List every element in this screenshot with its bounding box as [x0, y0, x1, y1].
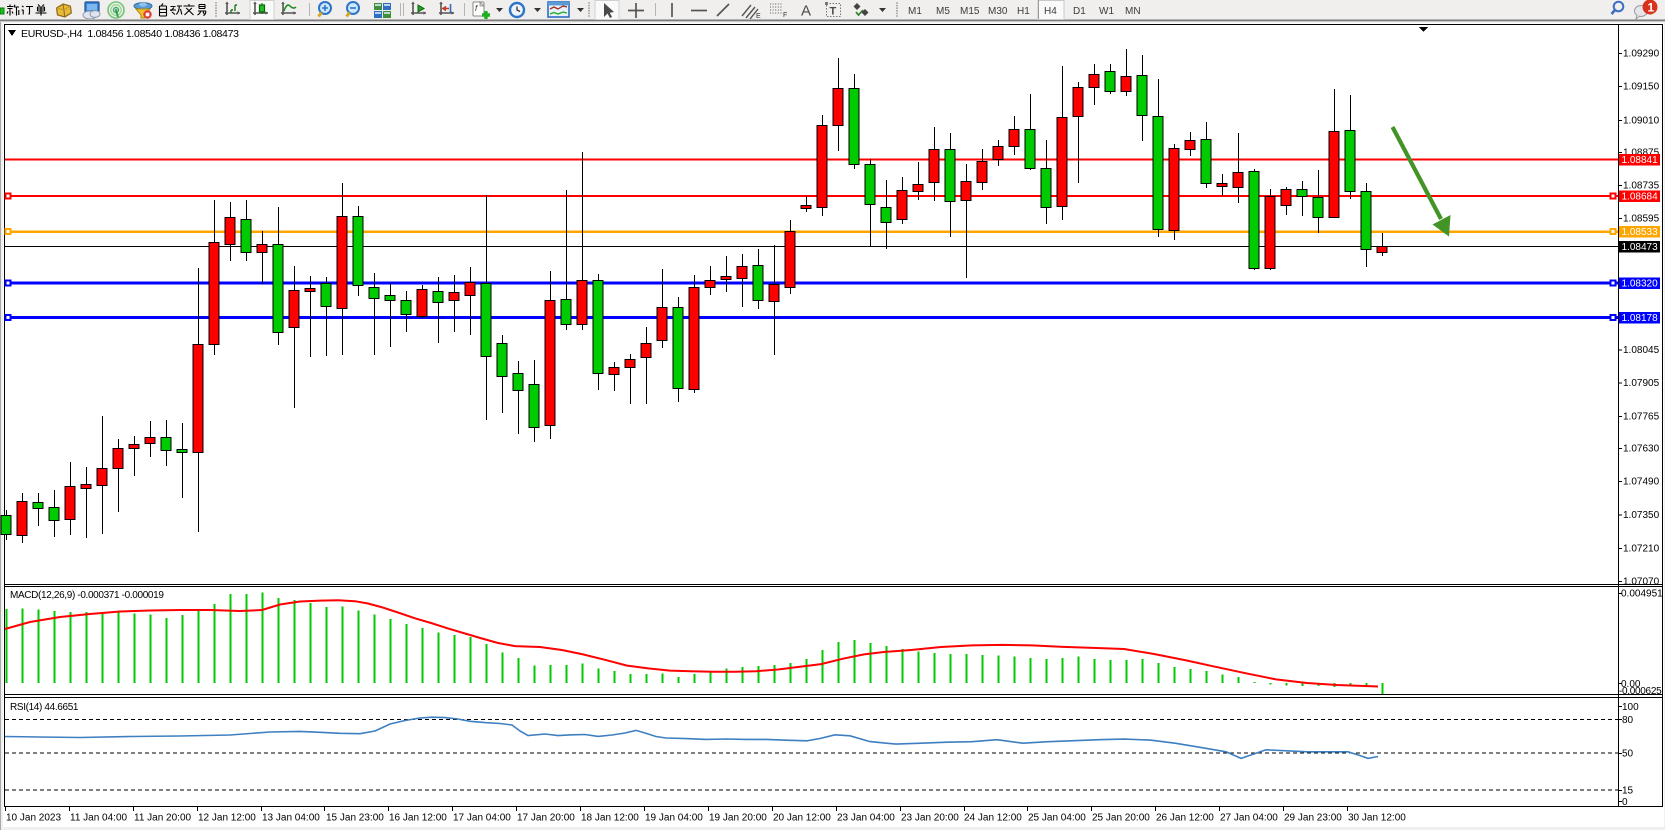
svg-text:20 Jan 12:00: 20 Jan 12:00	[773, 813, 831, 824]
svg-text:f: f	[475, 4, 478, 13]
svg-text:23 Jan 04:00: 23 Jan 04:00	[837, 813, 895, 824]
svg-text:13 Jan 04:00: 13 Jan 04:00	[262, 813, 320, 824]
svg-text:10 Jan 2023: 10 Jan 2023	[6, 813, 61, 824]
svg-text:1.07350: 1.07350	[1623, 510, 1660, 521]
svg-text:17 Jan 04:00: 17 Jan 04:00	[453, 813, 511, 824]
svg-text:16 Jan 12:00: 16 Jan 12:00	[389, 813, 447, 824]
svg-text:1.07210: 1.07210	[1623, 544, 1660, 555]
svg-text:1.08595: 1.08595	[1623, 214, 1660, 225]
svg-text:80: 80	[1622, 715, 1634, 726]
svg-text:M15: M15	[960, 6, 980, 17]
svg-text:MN: MN	[1125, 6, 1141, 17]
svg-text:RSI(14) 44.6651: RSI(14) 44.6651	[10, 702, 79, 713]
svg-text:A: A	[801, 3, 811, 20]
svg-text:1.07070: 1.07070	[1623, 577, 1660, 588]
svg-text:1.08735: 1.08735	[1623, 181, 1660, 192]
svg-text:29 Jan 23:00: 29 Jan 23:00	[1284, 813, 1342, 824]
svg-text:H1: H1	[1017, 6, 1030, 17]
svg-text:0.00: 0.00	[1621, 679, 1641, 690]
svg-text:1.08875: 1.08875	[1623, 148, 1660, 159]
svg-text:0.004951: 0.004951	[1621, 589, 1663, 600]
svg-text:M30: M30	[988, 6, 1008, 17]
svg-text:EURUSD-,H4 1.08456 1.08540 1.: EURUSD-,H4 1.08456 1.08540 1.08436 1.084…	[21, 28, 239, 40]
svg-text:11 Jan 20:00: 11 Jan 20:00	[134, 813, 192, 824]
svg-text:H4: H4	[1044, 6, 1057, 17]
svg-text:25 Jan 20:00: 25 Jan 20:00	[1092, 813, 1150, 824]
svg-text:E: E	[756, 13, 761, 20]
svg-text:1.08533: 1.08533	[1622, 227, 1659, 238]
svg-text:27 Jan 04:00: 27 Jan 04:00	[1220, 813, 1278, 824]
svg-text:11 Jan 04:00: 11 Jan 04:00	[70, 813, 128, 824]
svg-text:12 Jan 12:00: 12 Jan 12:00	[198, 813, 256, 824]
svg-text:23 Jan 20:00: 23 Jan 20:00	[901, 813, 959, 824]
svg-text:1.08841: 1.08841	[1622, 155, 1659, 166]
svg-text:1.07905: 1.07905	[1623, 378, 1660, 389]
svg-text:30 Jan 12:00: 30 Jan 12:00	[1348, 813, 1406, 824]
svg-text:19 Jan 04:00: 19 Jan 04:00	[645, 813, 703, 824]
svg-text:M1: M1	[908, 6, 922, 17]
svg-text:MACD(12,26,9) -0.000371 -0.000: MACD(12,26,9) -0.000371 -0.000019	[10, 590, 164, 601]
svg-text:1.08473: 1.08473	[1622, 242, 1659, 253]
svg-text:1.07490: 1.07490	[1623, 477, 1660, 488]
svg-text:1: 1	[1648, 1, 1655, 15]
svg-text:25 Jan 04:00: 25 Jan 04:00	[1028, 813, 1086, 824]
svg-text:1.08045: 1.08045	[1623, 345, 1660, 356]
svg-text:1.08178: 1.08178	[1622, 313, 1659, 324]
svg-text:F: F	[783, 12, 787, 19]
svg-text:18 Jan 12:00: 18 Jan 12:00	[581, 813, 639, 824]
svg-text:T: T	[830, 6, 837, 18]
svg-text:24 Jan 12:00: 24 Jan 12:00	[964, 813, 1022, 824]
svg-text:0: 0	[1622, 797, 1628, 808]
svg-text:1.09290: 1.09290	[1623, 49, 1660, 60]
svg-text:-0.000625: -0.000625	[1619, 686, 1662, 697]
svg-text:1.07765: 1.07765	[1623, 412, 1660, 423]
svg-text:1.08684: 1.08684	[1622, 192, 1659, 203]
svg-text:50: 50	[1622, 749, 1634, 760]
svg-text:1.09150: 1.09150	[1623, 82, 1660, 93]
svg-text:100: 100	[1622, 702, 1639, 713]
svg-text:1.08320: 1.08320	[1622, 279, 1659, 290]
svg-text:W1: W1	[1099, 6, 1114, 17]
svg-text:D1: D1	[1073, 6, 1086, 17]
svg-text:15 Jan 23:00: 15 Jan 23:00	[326, 813, 384, 824]
svg-text:1.07630: 1.07630	[1623, 444, 1660, 455]
svg-text:17 Jan 20:00: 17 Jan 20:00	[517, 813, 575, 824]
svg-text:15: 15	[1622, 786, 1634, 797]
svg-text:M5: M5	[936, 6, 950, 17]
svg-text:19 Jan 20:00: 19 Jan 20:00	[709, 813, 767, 824]
svg-text:26 Jan 12:00: 26 Jan 12:00	[1156, 813, 1214, 824]
svg-text:1.09010: 1.09010	[1623, 116, 1660, 127]
